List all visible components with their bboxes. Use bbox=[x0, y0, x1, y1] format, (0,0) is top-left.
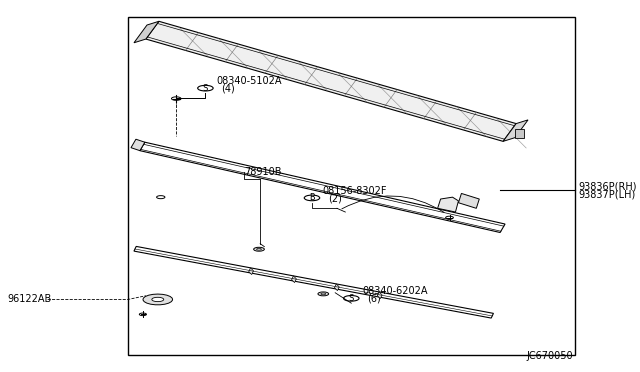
Polygon shape bbox=[143, 294, 173, 305]
Polygon shape bbox=[292, 276, 296, 283]
Text: 08340-5102A: 08340-5102A bbox=[216, 76, 282, 86]
Text: 78910B: 78910B bbox=[244, 167, 282, 177]
Text: 08340-6202A: 08340-6202A bbox=[362, 286, 428, 296]
Ellipse shape bbox=[253, 247, 264, 251]
Polygon shape bbox=[140, 142, 505, 232]
Text: B: B bbox=[309, 193, 315, 202]
Text: (6): (6) bbox=[367, 294, 381, 304]
Text: S: S bbox=[349, 294, 354, 303]
Polygon shape bbox=[131, 139, 145, 151]
Text: 93837P(LH): 93837P(LH) bbox=[579, 189, 636, 199]
Text: S: S bbox=[203, 84, 208, 93]
Polygon shape bbox=[458, 193, 479, 208]
Polygon shape bbox=[378, 292, 382, 299]
Polygon shape bbox=[335, 284, 339, 291]
Ellipse shape bbox=[318, 292, 329, 296]
Text: 93836P(RH): 93836P(RH) bbox=[579, 181, 637, 191]
Ellipse shape bbox=[152, 297, 164, 302]
Polygon shape bbox=[134, 246, 493, 318]
Ellipse shape bbox=[321, 293, 326, 295]
Polygon shape bbox=[134, 21, 159, 43]
Text: 96122AB: 96122AB bbox=[7, 295, 51, 304]
Polygon shape bbox=[438, 197, 458, 212]
Text: JC670050: JC670050 bbox=[527, 351, 573, 361]
Polygon shape bbox=[146, 21, 516, 141]
Text: 08156-8302F: 08156-8302F bbox=[323, 186, 387, 196]
Text: (2): (2) bbox=[328, 194, 342, 204]
Polygon shape bbox=[249, 268, 253, 275]
Text: (4): (4) bbox=[221, 84, 236, 94]
Ellipse shape bbox=[257, 248, 261, 250]
Polygon shape bbox=[503, 120, 528, 141]
Bar bbox=[128, 17, 575, 355]
Polygon shape bbox=[515, 129, 524, 138]
